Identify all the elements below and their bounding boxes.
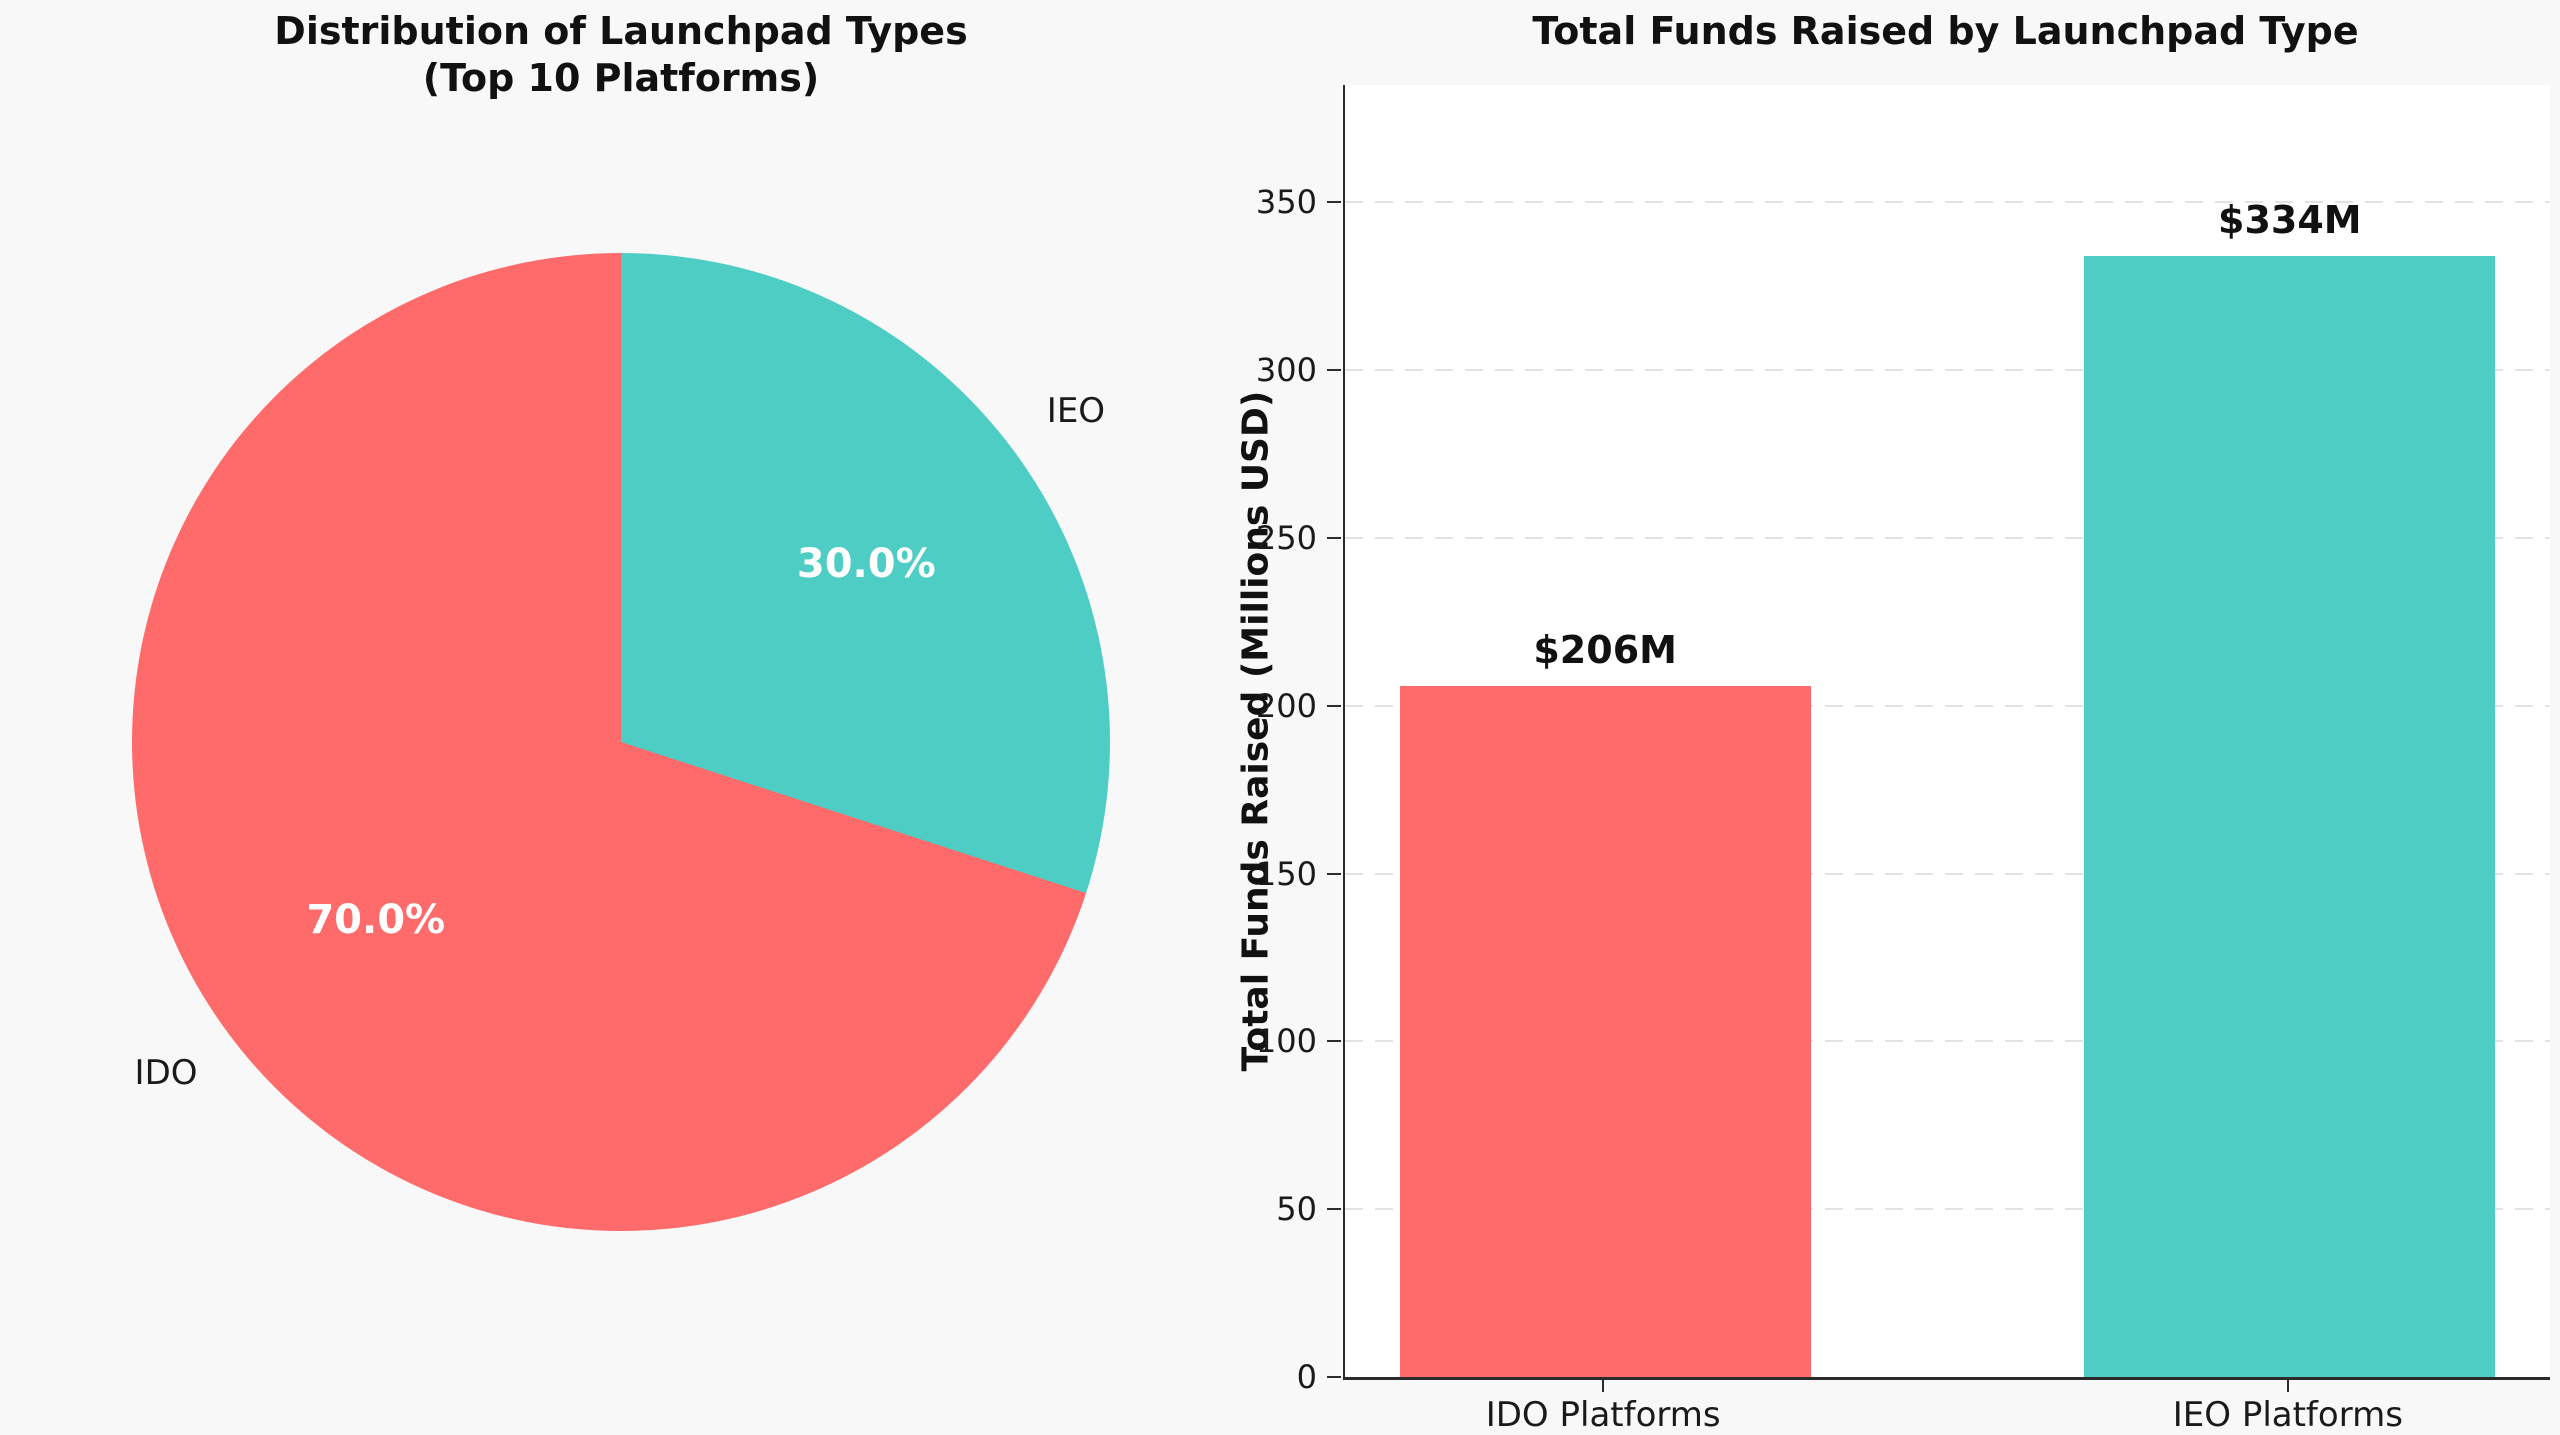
pie-slice-label: IDO [134, 1052, 198, 1093]
x-tick-label: IEO Platforms [2172, 1395, 2403, 1435]
bar-ieo-platforms [2084, 256, 2496, 1377]
y-tick-label: 250 [1255, 519, 1317, 558]
y-tick-label: 150 [1255, 854, 1317, 893]
x-tick-mark [1602, 1380, 1605, 1392]
pie-chart-title-line1: Distribution of Launchpad Types [274, 9, 968, 53]
gridline [1345, 369, 2550, 372]
y-tick-mark [1327, 704, 1341, 707]
y-tick-label: 300 [1255, 351, 1317, 390]
gridline [1345, 1208, 2550, 1211]
y-axis-title: Total Funds Raised (Millions USD) [1235, 390, 1277, 1072]
y-tick-mark [1327, 1376, 1341, 1378]
bar-chart-title: Total Funds Raised by Launchpad Type [1532, 9, 2359, 53]
pie-percent-label: 30.0% [796, 540, 936, 587]
gridline [1345, 537, 2550, 540]
x-tick-label: IDO Platforms [1485, 1395, 1721, 1435]
y-tick-mark [1327, 201, 1341, 204]
y-tick-label: 100 [1255, 1022, 1317, 1061]
y-tick-mark [1327, 537, 1341, 540]
pie-slice-label: IEO [1046, 391, 1106, 432]
y-tick-mark [1327, 1208, 1341, 1211]
gridline [1345, 1040, 2550, 1043]
bar-ido-platforms [1399, 685, 1811, 1377]
y-tick-mark [1327, 872, 1341, 875]
y-tick-label: 0 [1296, 1358, 1317, 1396]
pie-chart-title-line2: (Top 10 Platforms) [422, 56, 820, 100]
pie-graphic [132, 253, 1110, 1231]
y-tick-label: 350 [1255, 183, 1317, 222]
bar-value-label: $334M [2218, 198, 2362, 243]
pie-chart-title: Distribution of Launchpad Types (Top 10 … [0, 8, 1242, 102]
gridline [1345, 872, 2550, 875]
bar-plot-area: $206M $334M [1343, 85, 2550, 1380]
y-tick-mark [1327, 369, 1341, 372]
bar-value-label: $206M [1533, 627, 1677, 672]
pie-percent-label: 70.0% [306, 897, 446, 944]
y-tick-label: 200 [1255, 686, 1317, 725]
x-tick-mark [2286, 1380, 2289, 1392]
gridline [1345, 704, 2550, 707]
y-tick-mark [1327, 1040, 1341, 1043]
y-tick-label: 50 [1276, 1190, 1317, 1229]
gridline [1345, 201, 2550, 204]
